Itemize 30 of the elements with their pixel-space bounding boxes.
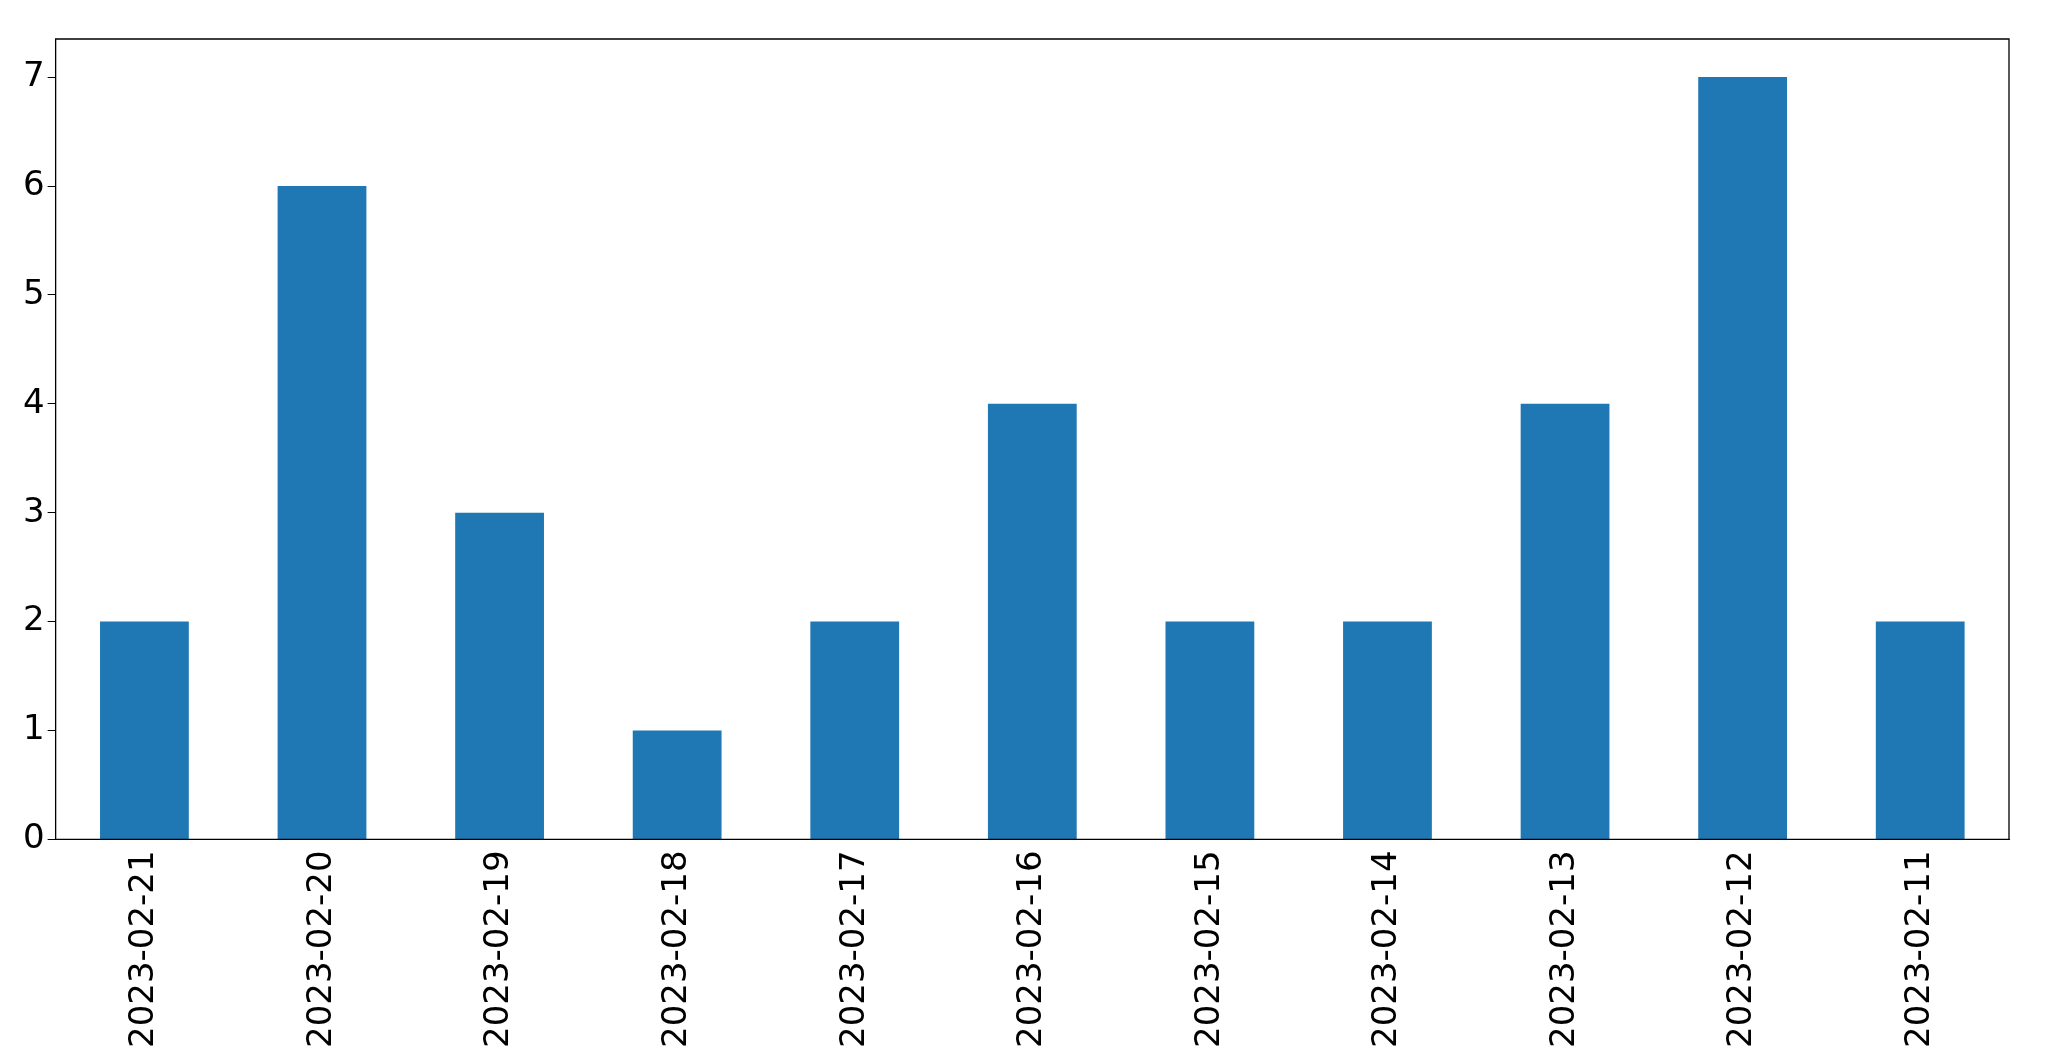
x-tick-label: 2023-02-12 (1719, 850, 1760, 1048)
bar (1698, 77, 1788, 839)
y-tick-label: 4 (22, 380, 45, 421)
bar (987, 403, 1077, 839)
bar (277, 186, 367, 839)
y-tick-label: 1 (22, 707, 45, 748)
y-tick-label: 2 (22, 598, 45, 639)
bar (1343, 621, 1432, 839)
bar (100, 621, 189, 839)
bar (1165, 621, 1255, 839)
y-tick-label: 3 (22, 489, 45, 530)
x-tick-label: 2023-02-15 (1186, 850, 1227, 1048)
x-tick-label: 2023-02-19 (476, 850, 517, 1048)
bar (632, 730, 722, 839)
x-tick-label: 2023-02-20 (298, 850, 339, 1048)
bar (810, 621, 900, 839)
y-tick-label: 6 (22, 162, 45, 203)
x-tick-label: 2023-02-16 (1009, 850, 1050, 1048)
x-tick-label: 2023-02-21 (121, 850, 162, 1048)
x-tick-label: 2023-02-13 (1541, 850, 1582, 1048)
y-tick-label: 5 (22, 271, 45, 312)
bar (1520, 403, 1610, 839)
x-tick-label: 2023-02-11 (1897, 850, 1938, 1048)
y-tick-label: 7 (22, 53, 45, 94)
x-tick-label: 2023-02-14 (1364, 850, 1405, 1048)
x-tick-label: 2023-02-17 (831, 850, 872, 1048)
y-tick-label: 0 (22, 816, 45, 857)
bar (455, 512, 544, 839)
bar (1875, 621, 1965, 839)
x-tick-label: 2023-02-18 (653, 850, 694, 1048)
